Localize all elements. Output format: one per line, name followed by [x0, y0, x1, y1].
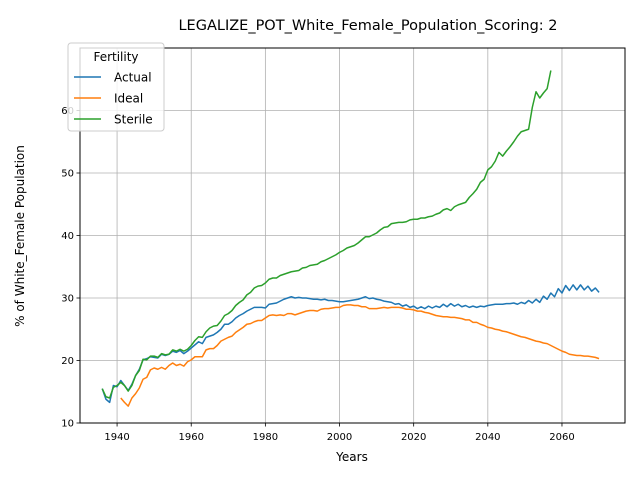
y-tick-label: 10 — [61, 419, 74, 430]
legend: Fertility Actual Ideal Sterile — [67, 42, 165, 132]
x-tick-label: 1980 — [253, 432, 278, 443]
series-line-actual — [101, 284, 600, 404]
legend-label-sterile: Sterile — [114, 113, 153, 127]
chart-title: LEGALIZE_POT_White_Female_Population_Sco… — [178, 18, 557, 34]
legend-box — [67, 42, 165, 132]
series-line-ideal — [120, 304, 600, 407]
legend-title: Fertility — [93, 50, 138, 64]
legend-label-ideal: Ideal — [114, 92, 143, 106]
series-lines — [101, 70, 600, 407]
x-tick-label: 1940 — [104, 432, 129, 443]
y-tick-label: 30 — [61, 294, 74, 305]
axis-ticks: 1940196019802000202020402060102030405060 — [61, 106, 574, 443]
y-axis-label: % of White_Female Population — [13, 145, 27, 327]
x-tick-label: 1960 — [178, 432, 203, 443]
x-tick-label: 2020 — [401, 432, 426, 443]
x-tick-label: 2000 — [327, 432, 352, 443]
y-tick-label: 20 — [61, 356, 74, 367]
series-line-sterile — [101, 70, 552, 399]
y-tick-label: 50 — [61, 169, 74, 180]
y-tick-label: 40 — [61, 231, 74, 242]
x-axis-label: Years — [335, 450, 368, 464]
legend-entries: Actual Ideal Sterile — [74, 71, 153, 127]
legend-label-actual: Actual — [114, 71, 152, 85]
x-tick-label: 2040 — [475, 432, 500, 443]
x-tick-label: 2060 — [549, 432, 574, 443]
